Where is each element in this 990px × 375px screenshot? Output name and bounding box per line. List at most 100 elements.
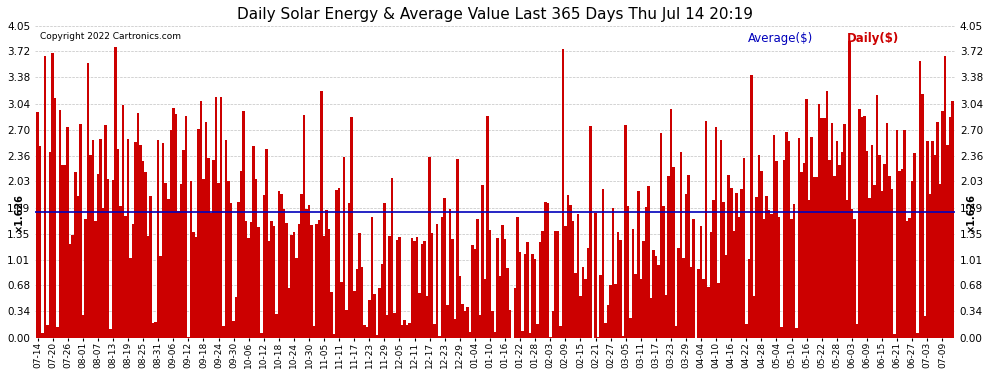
Bar <box>620 240 622 338</box>
Bar <box>873 185 876 338</box>
Bar <box>76 196 79 338</box>
Bar <box>659 133 662 338</box>
Bar <box>265 149 267 338</box>
Bar <box>725 255 728 338</box>
Bar <box>300 194 303 338</box>
Bar <box>159 256 162 338</box>
Bar <box>177 211 179 338</box>
Bar <box>566 195 569 338</box>
Bar <box>652 250 654 338</box>
Bar <box>167 199 169 338</box>
Bar <box>700 226 702 338</box>
Bar <box>904 130 906 338</box>
Bar <box>821 118 823 338</box>
Bar <box>886 123 888 338</box>
Bar <box>841 152 843 338</box>
Text: Daily($): Daily($) <box>847 32 900 45</box>
Bar <box>200 100 202 338</box>
Bar <box>833 176 836 338</box>
Bar <box>109 328 112 338</box>
Bar <box>212 159 215 338</box>
Bar <box>632 229 635 338</box>
Bar <box>92 140 94 338</box>
Bar <box>434 324 436 338</box>
Bar <box>162 143 164 338</box>
Bar <box>896 130 898 338</box>
Bar <box>368 300 370 338</box>
Bar <box>252 146 255 338</box>
Bar <box>811 137 813 338</box>
Bar <box>909 218 911 338</box>
Bar <box>682 258 685 338</box>
Bar <box>137 113 140 338</box>
Bar <box>353 291 355 338</box>
Bar <box>878 155 881 338</box>
Bar <box>657 265 659 338</box>
Bar <box>130 258 132 338</box>
Bar <box>916 333 919 338</box>
Bar <box>74 171 76 338</box>
Bar <box>257 227 260 338</box>
Bar <box>685 194 687 338</box>
Bar <box>539 242 542 338</box>
Bar <box>321 91 323 338</box>
Bar <box>881 192 883 338</box>
Bar <box>647 186 649 338</box>
Bar <box>238 201 240 338</box>
Bar <box>762 219 765 338</box>
Bar <box>757 156 760 338</box>
Bar <box>713 200 715 338</box>
Bar <box>391 178 393 338</box>
Bar <box>272 226 275 338</box>
Bar <box>803 163 806 338</box>
Bar <box>871 145 873 338</box>
Bar <box>370 217 373 338</box>
Bar <box>522 331 524 338</box>
Bar <box>919 60 921 338</box>
Bar <box>473 249 476 338</box>
Bar <box>924 316 926 338</box>
Bar <box>836 141 839 338</box>
Bar <box>202 179 205 338</box>
Bar <box>755 197 757 338</box>
Bar <box>607 306 610 338</box>
Bar <box>154 322 157 338</box>
Bar <box>551 311 554 338</box>
Bar <box>921 94 924 338</box>
Text: ×1.626: ×1.626 <box>966 193 976 232</box>
Bar <box>537 324 539 338</box>
Bar <box>245 221 248 338</box>
Bar <box>509 310 512 338</box>
Bar <box>937 122 939 338</box>
Bar <box>760 171 762 338</box>
Bar <box>448 209 451 338</box>
Bar <box>486 116 489 338</box>
Bar <box>47 325 49 338</box>
Bar <box>315 224 318 338</box>
Bar <box>481 185 484 338</box>
Bar <box>461 304 463 338</box>
Bar <box>627 206 630 338</box>
Bar <box>795 328 798 338</box>
Bar <box>800 172 803 338</box>
Bar <box>610 285 612 338</box>
Title: Daily Solar Energy & Average Value Last 365 Days Thu Jul 14 20:19: Daily Solar Energy & Average Value Last … <box>237 7 753 22</box>
Bar <box>733 231 735 338</box>
Bar <box>119 206 122 338</box>
Bar <box>850 209 853 338</box>
Bar <box>132 224 135 338</box>
Bar <box>855 324 858 338</box>
Bar <box>298 224 300 338</box>
Bar <box>53 98 56 338</box>
Bar <box>89 155 92 338</box>
Bar <box>808 200 811 338</box>
Bar <box>773 135 775 338</box>
Bar <box>386 315 388 338</box>
Bar <box>117 149 119 338</box>
Bar <box>157 141 159 338</box>
Bar <box>587 248 589 338</box>
Bar <box>630 318 632 338</box>
Bar <box>622 336 625 338</box>
Bar <box>164 183 167 338</box>
Bar <box>527 242 529 338</box>
